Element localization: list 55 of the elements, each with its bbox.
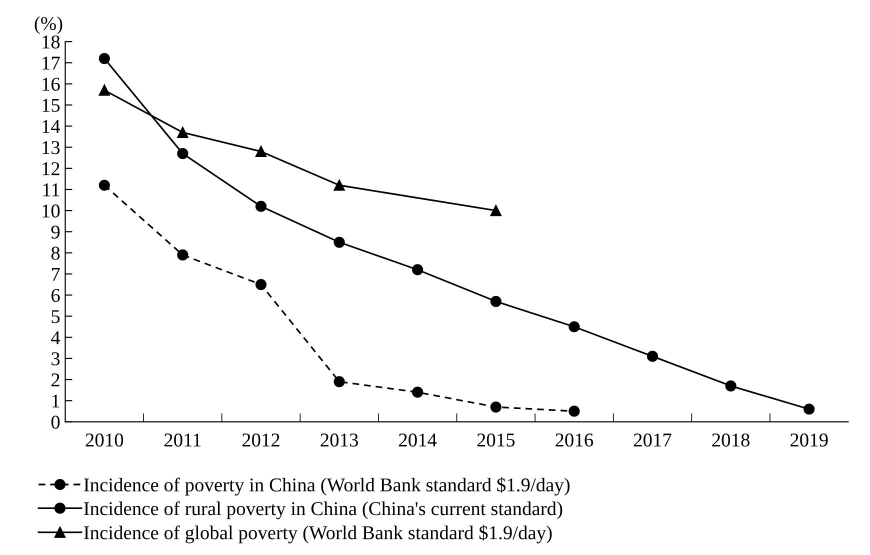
point — [334, 236, 345, 248]
legend-label: Incidence of rural poverty in China (China's current standard) — [84, 501, 562, 520]
x-tick-label: 2015 — [477, 433, 515, 447]
x-tick-label: 2010 — [86, 433, 124, 447]
point — [804, 404, 815, 415]
legend-label: Incidence of global poverty (World Bank standard $1.9/day) — [84, 525, 552, 544]
x-tick-label: 2018 — [712, 433, 750, 447]
y-tick-label: 15 — [42, 98, 60, 112]
y-tick-label: 14 — [42, 120, 60, 133]
y-tick-label: 0 — [51, 416, 60, 429]
y-tick-label: 1 — [52, 394, 60, 408]
x-tick-label: 2017 — [634, 433, 672, 447]
x-tick-label: 2013 — [320, 433, 358, 447]
x-tick-label: 2019 — [790, 433, 828, 447]
y-tick-label: 4 — [51, 331, 60, 344]
y-tick-label: 9 — [51, 226, 60, 239]
y-tick-label: 3 — [52, 352, 60, 366]
y-tick-label: 10 — [42, 204, 60, 218]
legend-label: Incidence of poverty in China (World Bank standard $1.9/day) — [84, 477, 570, 496]
point — [255, 278, 267, 290]
point — [177, 126, 188, 138]
x-tick-label: 2012 — [242, 433, 280, 447]
y-tick-label: 11 — [43, 183, 60, 196]
y-tick-label: 8 — [51, 246, 60, 260]
point — [490, 205, 502, 216]
point — [98, 180, 110, 191]
point — [568, 406, 580, 417]
y-axis-title: (%) — [34, 16, 62, 34]
point — [725, 380, 736, 392]
point — [334, 376, 345, 388]
point — [490, 296, 502, 307]
point — [412, 264, 424, 276]
y-tick-label: 17 — [42, 56, 60, 70]
point — [646, 350, 658, 362]
point — [412, 386, 424, 398]
y-tick-label: 7 — [52, 268, 60, 281]
y-tick-label: 13 — [42, 141, 60, 154]
y-tick-label: 2 — [52, 373, 60, 386]
x-tick-label: 2011 — [164, 433, 201, 447]
point — [177, 249, 188, 260]
x-tick-label: 2014 — [399, 433, 437, 447]
point — [255, 200, 267, 212]
point — [490, 401, 502, 413]
y-tick-label: 18 — [42, 35, 60, 49]
point — [255, 146, 267, 158]
point — [334, 180, 345, 191]
point — [568, 321, 580, 332]
y-tick-label: 6 — [52, 288, 60, 302]
y-tick-label: 12 — [42, 162, 60, 176]
point — [98, 52, 110, 64]
x-tick-label: 2016 — [556, 433, 594, 447]
point — [177, 148, 188, 160]
y-tick-label: 16 — [42, 78, 60, 91]
y-tick-label: 5 — [52, 310, 60, 324]
point — [98, 84, 110, 96]
